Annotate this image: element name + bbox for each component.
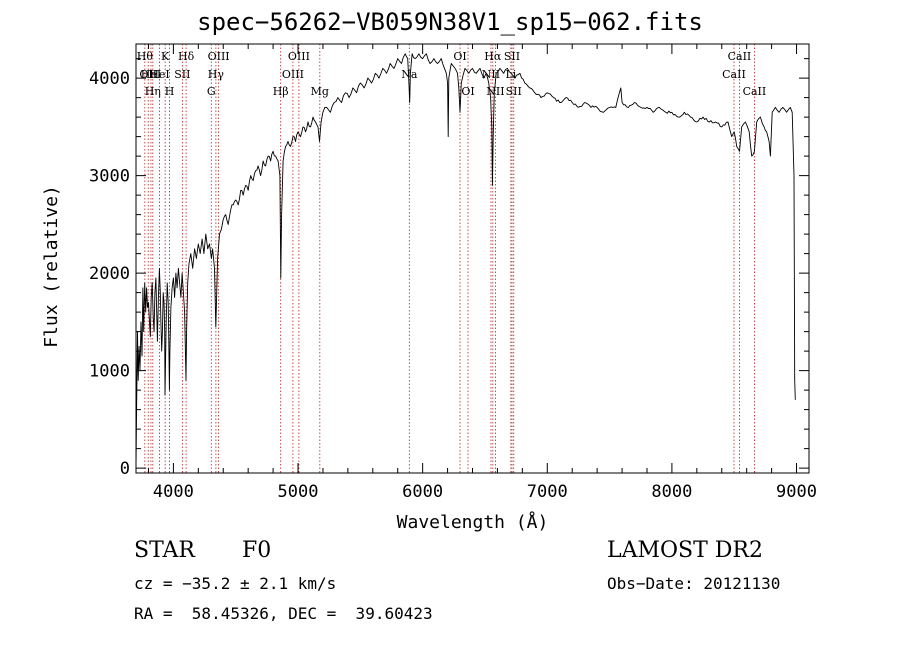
- coordinates: RA = 58.45326, DEC = 39.60423: [134, 604, 433, 623]
- y-tick-label: 3000: [89, 167, 130, 187]
- line-label: OIII: [208, 50, 230, 63]
- line-label: Hθ: [137, 50, 154, 63]
- y-tick-label: 4000: [89, 69, 130, 89]
- subclass: F0: [242, 538, 272, 563]
- line-label: CaII: [728, 50, 752, 63]
- line-label: OI: [453, 50, 466, 63]
- x-tick-label: 5000: [278, 482, 319, 502]
- y-tick-label: 1000: [89, 362, 130, 382]
- line-label: Hη: [145, 85, 161, 98]
- line-label: H: [165, 85, 175, 98]
- x-tick-label: 8000: [651, 482, 692, 502]
- line-label: Na: [401, 68, 418, 81]
- obs-date: Obs−Date: 20121130: [607, 574, 781, 593]
- x-axis-label: Wavelength (Å): [397, 511, 549, 533]
- redshift-text: cz = −35.2 ± 2.1 km/s: [134, 574, 337, 593]
- x-tick-label: 4000: [153, 482, 194, 502]
- line-label: Hδ: [178, 50, 195, 63]
- line-label: HeI: [149, 68, 169, 81]
- line-label: NII: [482, 68, 500, 81]
- line-label: OII: [139, 68, 157, 81]
- line-label: Hγ: [208, 68, 225, 81]
- line-label: CaII: [743, 85, 767, 98]
- y-axis-label: Flux (relative): [41, 185, 62, 348]
- line-label: NII: [486, 85, 504, 98]
- line-label: Hβ: [273, 85, 289, 98]
- line-label: CaII: [722, 68, 746, 81]
- axis-ticks: 4000 5000 6000 7000 8000 9000 0 1000 2000 3000 400…: [89, 44, 817, 502]
- plot-frame: [135, 43, 810, 474]
- line-label: OIII: [282, 68, 304, 81]
- line-label: Mg: [311, 85, 329, 98]
- spectrum-line: [135, 53, 796, 469]
- line-label: OIII: [288, 50, 310, 63]
- line-label: Li: [505, 68, 516, 81]
- line-label: HeI: [141, 68, 161, 81]
- line-label: Hα: [484, 50, 502, 63]
- x-tick-label: 9000: [776, 482, 817, 502]
- line-labels: HθOIIHeIHηHeIKHSIIHδGHγOIIIHβOIIIOIIIMgN…: [137, 50, 767, 98]
- y-tick-label: 0: [120, 459, 130, 479]
- line-label: OI: [461, 85, 474, 98]
- survey-name: LAMOST DR2: [607, 538, 763, 563]
- y-tick-label: 2000: [89, 264, 130, 284]
- line-label: SII: [506, 85, 522, 98]
- x-tick-label: 6000: [402, 482, 443, 502]
- object-type: STAR: [134, 538, 195, 563]
- chart-title: spec−56262−VB059N38V1_sp15−062.fits: [197, 8, 703, 36]
- x-tick-label: 7000: [527, 482, 568, 502]
- reference-lines: [144, 44, 755, 473]
- line-label: K: [161, 50, 170, 63]
- spectrum-series: [135, 53, 796, 469]
- line-label: SII: [504, 50, 520, 63]
- line-label: SII: [174, 68, 190, 81]
- line-label: G: [207, 85, 216, 98]
